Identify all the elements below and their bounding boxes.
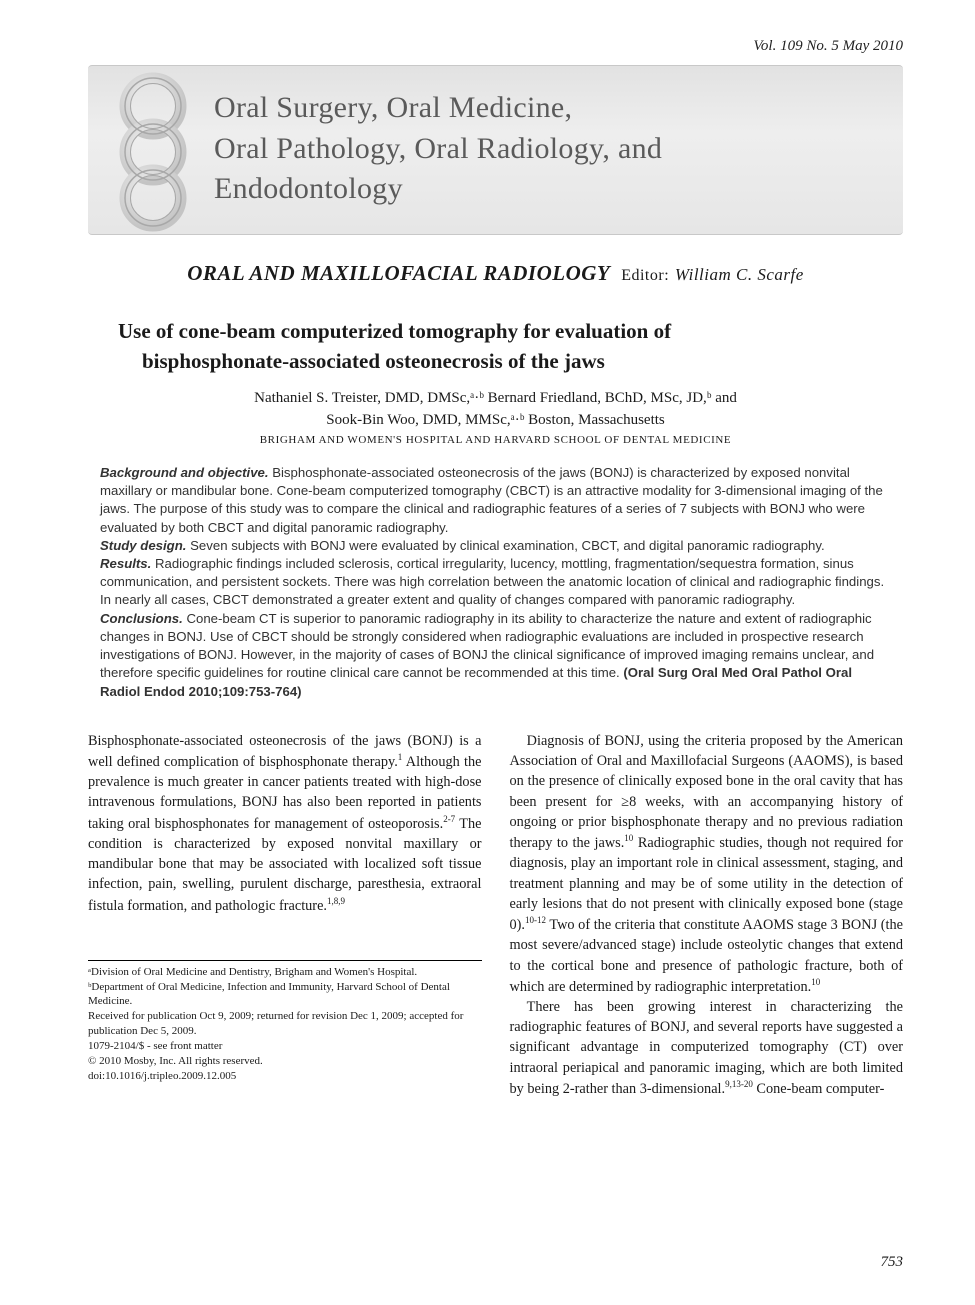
ref-sup: 9,13-20: [725, 1079, 753, 1089]
ref-sup: 1,8,9: [327, 896, 345, 906]
editor-label: Editor:: [621, 267, 669, 284]
ref-sup: 2-7: [443, 814, 455, 824]
column-left: Bisphosphonate-associated osteonecrosis …: [88, 731, 482, 1099]
page-number: 753: [881, 1254, 904, 1271]
section-name: ORAL AND MAXILLOFACIAL RADIOLOGY: [187, 261, 609, 285]
abstract-design-lead: Study design.: [100, 538, 186, 553]
abstract-results-lead: Results.: [100, 556, 151, 571]
abstract-design-text: Seven subjects with BONJ were evaluated …: [186, 538, 824, 553]
article-title-line2: bisphosphonate-associated osteonecrosis …: [118, 346, 873, 376]
body-columns: Bisphosphonate-associated osteonecrosis …: [88, 731, 903, 1099]
authors-line1: Nathaniel S. Treister, DMD, DMSc,ᵃ·ᵇ Ber…: [88, 387, 903, 410]
footnote-a: ᵃDivision of Oral Medicine and Dentistry…: [88, 965, 482, 980]
section-heading: ORAL AND MAXILLOFACIAL RADIOLOGY Editor:…: [88, 261, 903, 286]
authors-line2: Sook-Bin Woo, DMD, MMSc,ᵃ·ᵇ Boston, Mass…: [88, 409, 903, 432]
editor-name: William C. Scarfe: [675, 265, 804, 284]
footnote-issn: 1079-2104/$ - see front matter: [88, 1039, 482, 1054]
affiliation: BRIGHAM AND WOMEN'S HOSPITAL AND HARVARD…: [88, 434, 903, 446]
column-right: Diagnosis of BONJ, using the criteria pr…: [510, 731, 904, 1099]
footnote-received: Received for publication Oct 9, 2009; re…: [88, 1009, 482, 1039]
abstract: Background and objective. Bisphosphonate…: [100, 464, 891, 701]
ref-sup: 10: [811, 977, 820, 987]
body-para-2: Diagnosis of BONJ, using the criteria pr…: [510, 731, 904, 997]
running-head: Vol. 109 No. 5 May 2010: [88, 38, 903, 55]
footnote-doi: doi:10.1016/j.tripleo.2009.12.005: [88, 1069, 482, 1084]
ref-sup: 10-12: [525, 915, 546, 925]
abstract-background-lead: Background and objective.: [100, 465, 269, 480]
journal-title-line2: Oral Pathology, Oral Radiology, and: [214, 132, 662, 165]
footnote-copyright: © 2010 Mosby, Inc. All rights reserved.: [88, 1054, 482, 1069]
abstract-conclusions-lead: Conclusions.: [100, 611, 183, 626]
abstract-results-text: Radiographic findings included sclerosis…: [100, 556, 884, 607]
ref-sup: 10: [624, 833, 633, 843]
footnote-b: ᵇDepartment of Oral Medicine, Infection …: [88, 980, 482, 1010]
article-title: Use of cone-beam computerized tomography…: [118, 316, 873, 377]
journal-title-line3: Endodontology: [214, 172, 403, 205]
article-title-line1: Use of cone-beam computerized tomography…: [118, 319, 671, 343]
journal-title: Oral Surgery, Oral Medicine, Oral Pathol…: [214, 88, 662, 210]
authors-block: Nathaniel S. Treister, DMD, DMSc,ᵃ·ᵇ Ber…: [88, 387, 903, 432]
journal-banner: Oral Surgery, Oral Medicine, Oral Pathol…: [88, 65, 903, 235]
body-para-3: There has been growing interest in chara…: [510, 997, 904, 1099]
journal-title-line1: Oral Surgery, Oral Medicine,: [214, 91, 572, 124]
body-para-1: Bisphosphonate-associated osteonecrosis …: [88, 731, 482, 916]
chain-rings-icon: [98, 72, 208, 232]
footnotes: ᵃDivision of Oral Medicine and Dentistry…: [88, 960, 482, 1084]
